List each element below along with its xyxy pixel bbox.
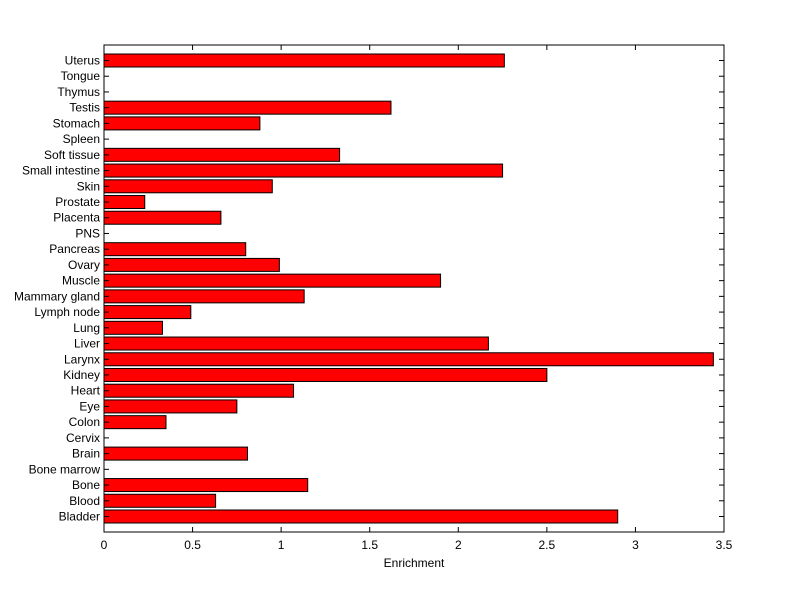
bar-uterus — [103, 53, 505, 68]
bar-heart — [103, 383, 295, 398]
y-tick-label-skin: Skin — [77, 179, 100, 193]
bar-testis — [103, 100, 392, 115]
bar-bone — [103, 478, 309, 493]
bar-larynx — [103, 352, 714, 367]
x-tick-label: 1.5 — [361, 538, 378, 552]
bar-skin — [103, 179, 273, 194]
y-tick-label-muscle: Muscle — [62, 274, 100, 288]
bar-eye — [103, 399, 238, 414]
bar-colon — [103, 415, 167, 430]
y-tick-label-bone: Bone — [72, 478, 100, 492]
y-tick-label-thymus: Thymus — [57, 85, 100, 99]
y-tick-label-pns: PNS — [75, 226, 100, 240]
y-tick-label-bladder: Bladder — [59, 510, 100, 524]
bar-kidney — [103, 367, 548, 382]
y-tick-label-eye: Eye — [79, 399, 100, 413]
y-tick-label-uterus: Uterus — [65, 54, 100, 68]
y-tick-label-testis: Testis — [69, 101, 100, 115]
y-tick-label-tongue: Tongue — [61, 69, 101, 83]
bar-soft-tissue — [103, 147, 341, 162]
y-tick-label-soft-tissue: Soft tissue — [44, 148, 100, 162]
bar-mammary-gland — [103, 289, 305, 304]
y-tick-label-pancreas: Pancreas — [49, 242, 100, 256]
bar-lung — [103, 320, 163, 335]
bar-liver — [103, 336, 489, 351]
bar-muscle — [103, 273, 442, 288]
bar-brain — [103, 446, 248, 461]
x-axis-label: Enrichment — [384, 556, 445, 570]
y-tick-label-lymph-node: Lymph node — [34, 305, 100, 319]
bar-lymph-node — [103, 305, 192, 320]
bar-prostate — [103, 195, 146, 210]
bar-small-intestine — [103, 163, 504, 178]
y-tick-label-ovary: Ovary — [68, 258, 100, 272]
y-tick-label-kidney: Kidney — [63, 368, 100, 382]
bar-stomach — [103, 116, 261, 131]
x-tick-label: 0 — [101, 538, 108, 552]
y-tick-label-blood: Blood — [69, 494, 100, 508]
bars-group — [103, 53, 714, 524]
x-tick-label: 1 — [278, 538, 285, 552]
bar-bladder — [103, 509, 619, 524]
y-tick-label-prostate: Prostate — [55, 195, 100, 209]
y-tick-label-spleen: Spleen — [63, 132, 100, 146]
y-tick-label-placenta: Placenta — [53, 211, 100, 225]
y-tick-label-mammary-gland: Mammary gland — [14, 289, 100, 303]
plot-area-frame — [103, 44, 725, 533]
y-tick-label-liver: Liver — [74, 337, 100, 351]
x-tick-label: 2 — [455, 538, 462, 552]
x-tick-label: 2.5 — [539, 538, 556, 552]
y-tick-label-stomach: Stomach — [53, 116, 100, 130]
y-tick-label-brain: Brain — [72, 447, 100, 461]
y-tick-label-small-intestine: Small intestine — [22, 164, 100, 178]
x-tick-label: 0.5 — [184, 538, 201, 552]
bar-placenta — [103, 210, 222, 225]
x-tick-label: 3 — [632, 538, 639, 552]
y-tick-label-bone-marrow: Bone marrow — [29, 462, 101, 476]
y-tick-label-colon: Colon — [69, 415, 100, 429]
bar-blood — [103, 493, 217, 508]
y-tick-label-heart: Heart — [71, 384, 101, 398]
bar-pancreas — [103, 242, 247, 257]
y-tick-label-larynx: Larynx — [64, 352, 100, 366]
x-tick-label: 3.5 — [716, 538, 733, 552]
y-tick-label-lung: Lung — [73, 321, 100, 335]
y-tick-label-cervix: Cervix — [66, 431, 100, 445]
bar-ovary — [103, 257, 280, 272]
x-axis-ticks: 0 0.5 1 1.5 2 2.5 3 3.5 — [101, 45, 733, 552]
